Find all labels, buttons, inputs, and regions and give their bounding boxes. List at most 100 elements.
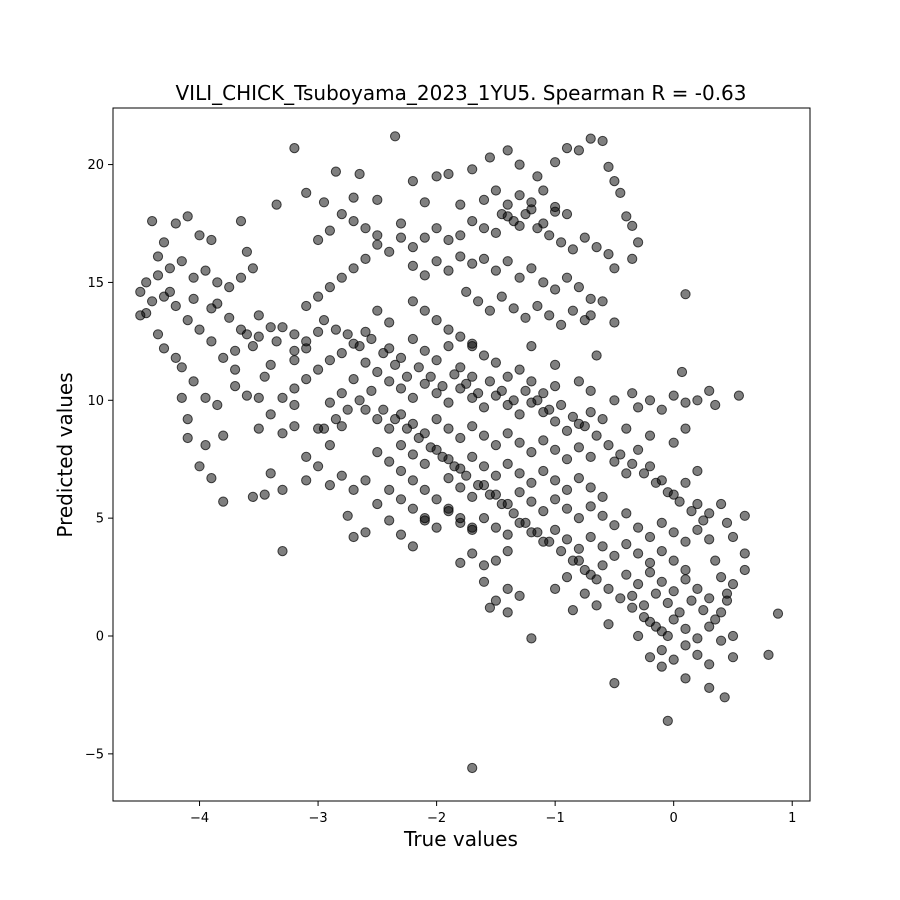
chart-title: VILI_CHICK_Tsuboyama_2023_1YU5. Spearman… [176,81,747,105]
data-point [668,437,679,448]
plot-frame [112,107,811,802]
data-point [532,223,543,234]
data-point [324,225,335,236]
data-point [739,564,750,576]
data-point [301,300,312,312]
data-point [277,546,288,557]
data-point [644,461,656,472]
data-point [378,404,389,415]
data-point [591,600,602,611]
data-point [170,352,181,363]
data-point [490,440,501,451]
data-point [597,560,608,571]
data-point [259,371,270,382]
data-point [395,440,407,451]
data-point [318,197,330,208]
data-point [152,251,164,262]
data-point [431,315,442,326]
data-point [407,449,418,460]
data-point [496,498,507,510]
data-point [431,388,442,399]
data-point [733,390,745,401]
data-point [502,145,513,156]
data-point [484,376,495,387]
data-point [158,343,170,354]
data-point [478,576,490,587]
data-point [579,315,590,326]
data-point [603,440,614,451]
data-point [532,300,543,312]
data-point [627,388,638,399]
data-point [330,166,341,177]
data-point [182,315,193,326]
x-axis-ticks: −4 −3 −2 −1 0 1 [190,801,796,826]
data-point [686,595,697,606]
data-point [609,176,620,187]
data-point [455,230,466,241]
data-point [230,364,241,375]
data-point [514,468,525,479]
data-point [313,461,324,472]
data-point [467,762,478,774]
data-point [585,133,596,144]
data-point [147,216,158,227]
data-point [716,572,727,583]
data-point [538,388,549,399]
data-point [721,595,733,606]
data-point [621,569,632,580]
data-point [520,517,531,529]
data-point [176,392,187,403]
data-point [508,303,519,314]
y-axis-ticks: −5 0 5 10 15 20 [85,158,113,762]
data-point [188,272,199,283]
data-point [627,220,638,231]
data-point [710,555,721,566]
data-point [650,588,662,599]
data-point [680,640,691,651]
data-point [692,465,703,477]
data-point [638,612,650,623]
data-point [182,211,193,222]
data-point [473,480,484,491]
data-point [567,555,579,566]
data-point [277,484,288,495]
data-point [704,534,715,545]
data-point [360,223,371,234]
data-point [662,487,673,498]
data-point [532,171,543,182]
data-point [550,444,561,455]
data-point [478,402,490,413]
data-point [455,432,466,444]
data-point [206,303,217,314]
data-point [644,430,656,441]
data-point [538,435,549,446]
data-point [508,508,519,519]
data-point [419,458,430,469]
data-point [354,168,365,180]
data-point [502,607,513,618]
data-point [550,201,561,213]
data-point [253,310,264,321]
data-point [633,548,644,559]
data-point [650,477,662,488]
data-point [384,423,395,434]
data-point [514,437,525,448]
data-point [484,152,495,163]
data-point [609,317,620,328]
data-point [194,461,205,472]
data-point [544,536,555,547]
data-point [484,602,495,613]
data-point [467,451,478,462]
data-point [478,461,490,472]
data-point [573,513,585,524]
data-point [627,458,638,469]
data-point [401,371,413,382]
data-point [496,209,507,220]
data-point [384,376,395,387]
data-point [395,218,407,229]
data-point [224,282,235,293]
data-point [579,588,590,599]
data-point [200,440,211,451]
data-point [556,399,567,411]
data-point [633,444,644,455]
